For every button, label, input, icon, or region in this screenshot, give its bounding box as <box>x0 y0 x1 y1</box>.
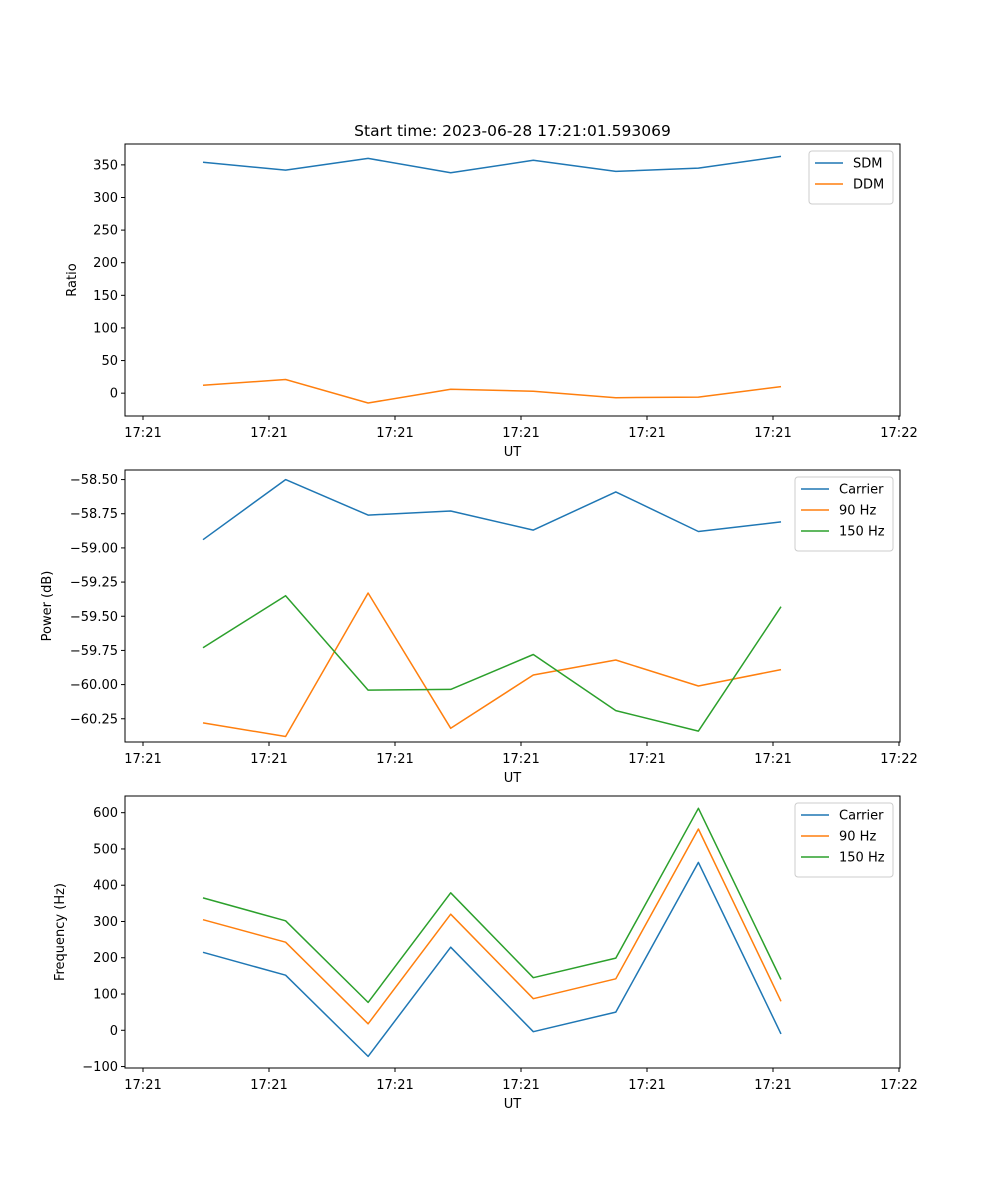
x-tick-label: 17:21 <box>754 1078 791 1093</box>
x-axis-label: UT <box>504 445 522 460</box>
legend: SDM DDM <box>808 150 894 205</box>
legend-label: 90 Hz <box>839 830 876 845</box>
x-axis-label: UT <box>504 771 522 786</box>
x-tick-label: 17:21 <box>250 752 287 767</box>
panel-3: 17:21 17:21 17:21 17:21 17:21 17:21 17:22 −100 0… <box>53 795 918 1112</box>
x-tick-label: 17:21 <box>628 426 665 441</box>
y-tick-label: 200 <box>93 256 118 271</box>
y-tick-label: −59.25 <box>70 576 118 591</box>
series-line-carrier <box>202 861 782 1058</box>
series-line-ddm <box>202 378 782 404</box>
legend-label: Carrier <box>839 483 884 498</box>
y-tick-label: −100 <box>82 1060 118 1075</box>
legend-label: 90 Hz <box>839 504 876 519</box>
axes-frame <box>124 795 901 1069</box>
y-tick-label: 300 <box>93 915 118 930</box>
x-tick-label: 17:21 <box>124 752 161 767</box>
figure-title: Start time: 2023-06-28 17:21:01.593069 <box>354 122 671 140</box>
legend-label: DDM <box>853 178 884 193</box>
series-line-150-hz <box>202 594 782 732</box>
legend-label: Carrier <box>839 809 884 824</box>
x-tick-label: 17:21 <box>124 1078 161 1093</box>
axes-frame <box>124 143 901 417</box>
legend-box <box>808 150 894 205</box>
y-tick-label: 0 <box>110 387 118 402</box>
y-tick-label: 250 <box>93 224 118 239</box>
y-tick-label: −59.75 <box>70 644 118 659</box>
y-tick-label: −59.50 <box>70 610 118 625</box>
y-tick-label: 400 <box>93 879 118 894</box>
x-tick-label: 17:21 <box>502 1078 539 1093</box>
y-tick-label: −59.00 <box>70 541 118 556</box>
x-tick-label: 17:22 <box>880 752 917 767</box>
panels: 17:21 17:21 17:21 17:21 17:21 17:21 17:22 0 50 10… <box>40 143 918 1112</box>
y-tick-label: −58.75 <box>70 507 118 522</box>
x-tick-label: 17:21 <box>124 426 161 441</box>
axes-frame <box>124 469 901 743</box>
y-axis-label: Ratio <box>65 263 80 296</box>
y-tick-label: 100 <box>93 988 118 1003</box>
y-tick-label: 200 <box>93 951 118 966</box>
y-axis-label: Power (dB) <box>40 571 55 642</box>
series-line-150-hz <box>202 807 782 1004</box>
y-tick-label: −60.25 <box>70 712 118 727</box>
series-line-90-hz <box>202 592 782 738</box>
y-tick-label: 100 <box>93 321 118 336</box>
x-tick-label: 17:21 <box>628 1078 665 1093</box>
x-tick-label: 17:22 <box>880 426 917 441</box>
legend-label: SDM <box>853 157 882 172</box>
y-tick-label: 300 <box>93 191 118 206</box>
x-tick-label: 17:21 <box>250 426 287 441</box>
series-line-carrier <box>202 478 782 541</box>
x-axis-label: UT <box>504 1097 522 1112</box>
x-tick-label: 17:21 <box>376 1078 413 1093</box>
x-tick-label: 17:21 <box>376 752 413 767</box>
x-tick-label: 17:22 <box>880 1078 917 1093</box>
legend-label: 150 Hz <box>839 525 885 540</box>
legend: Carrier 90 Hz 150 Hz <box>794 476 894 552</box>
y-axis-label: Frequency (Hz) <box>53 883 68 981</box>
y-tick-label: 50 <box>101 354 118 369</box>
x-tick-label: 17:21 <box>628 752 665 767</box>
y-tick-label: 350 <box>93 158 118 173</box>
x-tick-label: 17:21 <box>754 752 791 767</box>
legend-box <box>794 476 894 552</box>
y-tick-label: 150 <box>93 289 118 304</box>
legend: Carrier 90 Hz 150 Hz <box>794 802 894 878</box>
panel-2: 17:21 17:21 17:21 17:21 17:21 17:21 17:22 −60.2… <box>40 469 918 786</box>
y-tick-label: 600 <box>93 806 118 821</box>
y-tick-label: 500 <box>93 842 118 857</box>
x-tick-label: 17:21 <box>250 1078 287 1093</box>
series-line-sdm <box>202 155 782 174</box>
x-tick-label: 17:21 <box>502 752 539 767</box>
x-tick-label: 17:21 <box>754 426 791 441</box>
y-tick-label: 0 <box>110 1024 118 1039</box>
x-tick-label: 17:21 <box>376 426 413 441</box>
legend-label: 150 Hz <box>839 851 885 866</box>
y-tick-label: −58.50 <box>70 473 118 488</box>
y-tick-label: −60.00 <box>70 678 118 693</box>
panel-1: 17:21 17:21 17:21 17:21 17:21 17:21 17:22 0 50 10… <box>65 143 918 460</box>
series-line-90-hz <box>202 828 782 1025</box>
x-tick-label: 17:21 <box>502 426 539 441</box>
legend-box <box>794 802 894 878</box>
